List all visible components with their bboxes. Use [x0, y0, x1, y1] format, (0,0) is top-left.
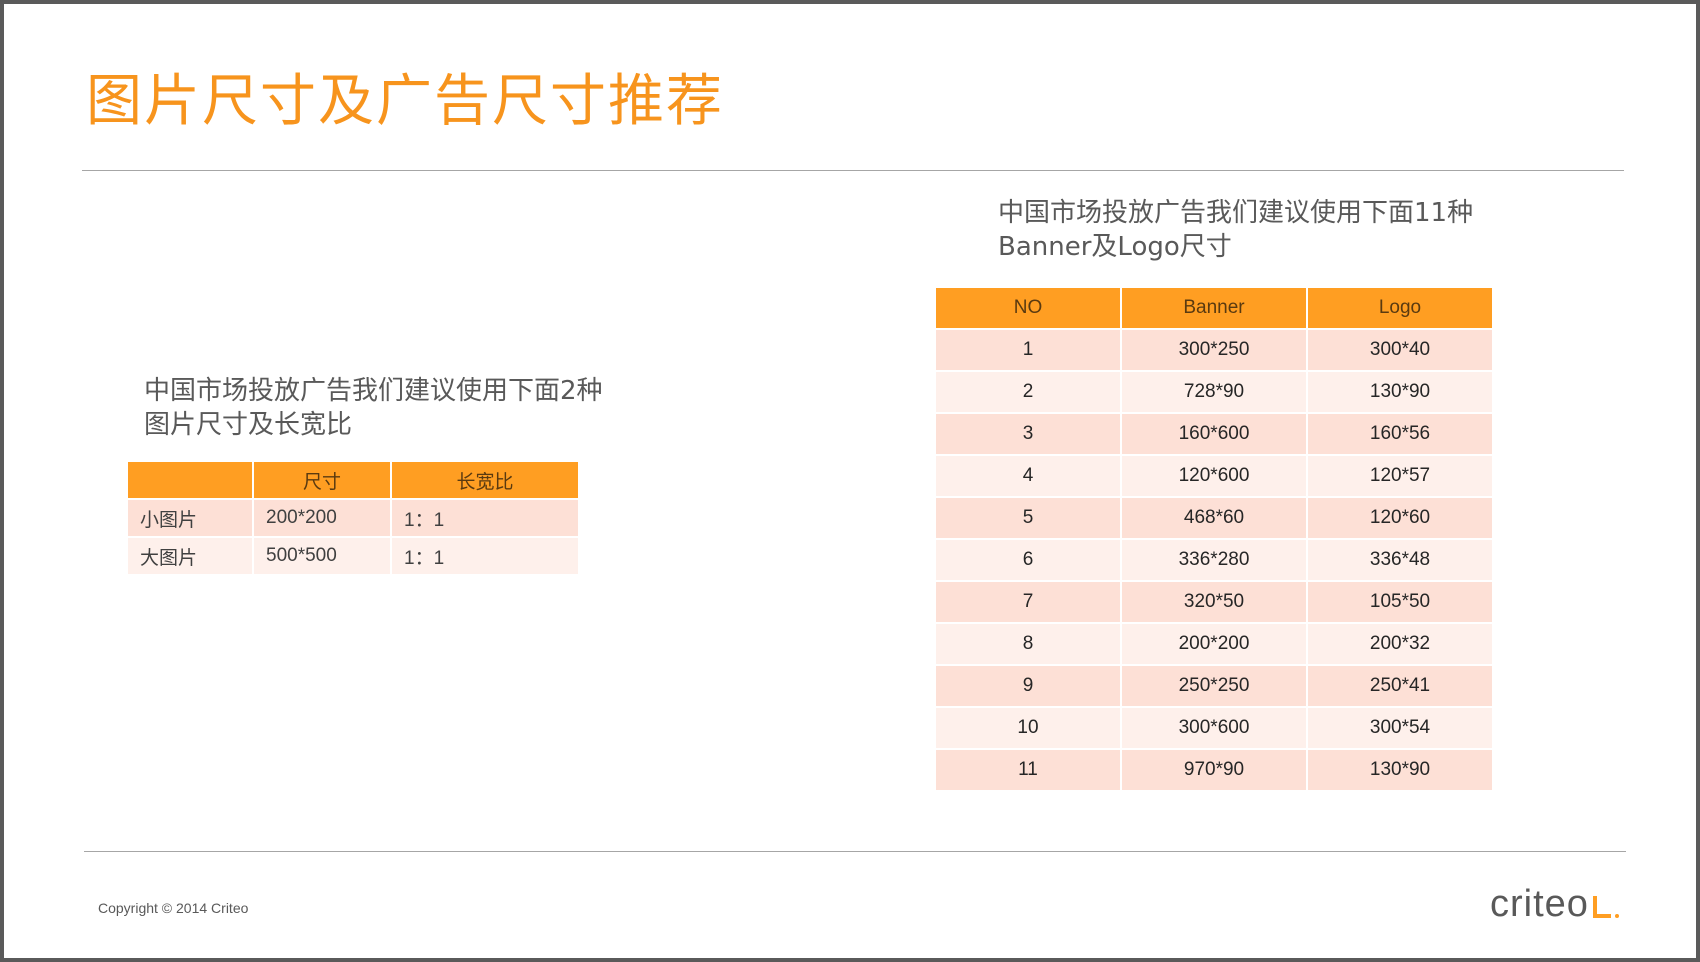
table-row: 3 160*600 160*56 — [934, 412, 1494, 456]
table-row: 大图片 500*500 1：1 — [126, 536, 580, 576]
table-cell: 小图片 — [126, 498, 254, 538]
copyright-text: Copyright © 2014 Criteo — [98, 900, 249, 916]
table-row: 6 336*280 336*48 — [934, 538, 1494, 582]
table-cell: 1：1 — [390, 498, 580, 538]
table-cell: 468*60 — [1120, 496, 1308, 540]
table-cell: 120*60 — [1306, 496, 1494, 540]
footer-divider — [84, 851, 1626, 852]
table-cell: 200*200 — [1120, 622, 1308, 666]
table-cell: 3 — [934, 412, 1122, 456]
table-row: 11 970*90 130*90 — [934, 748, 1494, 792]
table-row: 1 300*250 300*40 — [934, 328, 1494, 372]
table-row: 8 200*200 200*32 — [934, 622, 1494, 666]
table-cell: 120*57 — [1306, 454, 1494, 498]
table-header-cell: Logo — [1306, 286, 1494, 330]
table-cell: 8 — [934, 622, 1122, 666]
image-size-table: 尺寸 长宽比 小图片 200*200 1：1 大图片 500*500 1：1 — [126, 460, 580, 576]
table-cell: 160*600 — [1120, 412, 1308, 456]
table-header-cell: NO — [934, 286, 1122, 330]
table-cell: 130*90 — [1306, 370, 1494, 414]
banner-logo-table: NO Banner Logo 1 300*250 300*40 2 728*90… — [934, 286, 1494, 792]
table-row: 7 320*50 105*50 — [934, 580, 1494, 624]
table-header-cell: Banner — [1120, 286, 1308, 330]
table-cell: 200*32 — [1306, 622, 1494, 666]
table-cell: 500*500 — [252, 536, 392, 576]
criteo-logo: criteo — [1490, 883, 1619, 925]
table-cell: 250*41 — [1306, 664, 1494, 708]
table-cell: 300*54 — [1306, 706, 1494, 750]
image-size-caption: 中国市场投放广告我们建议使用下面2种图片尺寸及长宽比 — [144, 376, 603, 440]
logo-bracket-icon — [1592, 896, 1619, 918]
table-row: 4 120*600 120*57 — [934, 454, 1494, 498]
table-cell: 105*50 — [1306, 580, 1494, 624]
table-cell: 320*50 — [1120, 580, 1308, 624]
table-row: 小图片 200*200 1：1 — [126, 498, 580, 538]
table-row: 10 300*600 300*54 — [934, 706, 1494, 750]
table-row: 9 250*250 250*41 — [934, 664, 1494, 708]
table-cell: 300*600 — [1120, 706, 1308, 750]
table-cell: 4 — [934, 454, 1122, 498]
table-cell: 336*280 — [1120, 538, 1308, 582]
table-cell: 336*48 — [1306, 538, 1494, 582]
slide-title: 图片尺寸及广告尺寸推荐 — [86, 69, 724, 134]
table-cell: 5 — [934, 496, 1122, 540]
table-header-cell: 长宽比 — [390, 460, 580, 500]
table-row: 5 468*60 120*60 — [934, 496, 1494, 540]
table-header-row: 尺寸 长宽比 — [126, 460, 580, 500]
table-cell: 1：1 — [390, 536, 580, 576]
table-cell: 120*600 — [1120, 454, 1308, 498]
table-cell: 11 — [934, 748, 1122, 792]
table-cell: 300*250 — [1120, 328, 1308, 372]
table-cell: 160*56 — [1306, 412, 1494, 456]
table-cell: 250*250 — [1120, 664, 1308, 708]
table-cell: 130*90 — [1306, 748, 1494, 792]
table-cell: 728*90 — [1120, 370, 1308, 414]
table-row: 2 728*90 130*90 — [934, 370, 1494, 414]
table-cell: 6 — [934, 538, 1122, 582]
table-cell: 970*90 — [1120, 748, 1308, 792]
title-divider — [82, 170, 1624, 171]
slide: 图片尺寸及广告尺寸推荐 中国市场投放广告我们建议使用下面2种图片尺寸及长宽比 尺… — [4, 4, 1696, 958]
table-cell: 2 — [934, 370, 1122, 414]
table-cell: 10 — [934, 706, 1122, 750]
table-cell: 大图片 — [126, 536, 254, 576]
table-cell: 1 — [934, 328, 1122, 372]
table-header-cell: 尺寸 — [252, 460, 392, 500]
table-header-cell — [126, 460, 254, 500]
table-cell: 200*200 — [252, 498, 392, 538]
table-cell: 9 — [934, 664, 1122, 708]
table-cell: 300*40 — [1306, 328, 1494, 372]
banner-logo-caption: 中国市场投放广告我们建议使用下面11种Banner及Logo尺寸 — [998, 198, 1474, 262]
table-cell: 7 — [934, 580, 1122, 624]
logo-wordmark: criteo — [1490, 883, 1589, 925]
table-header-row: NO Banner Logo — [934, 286, 1494, 330]
